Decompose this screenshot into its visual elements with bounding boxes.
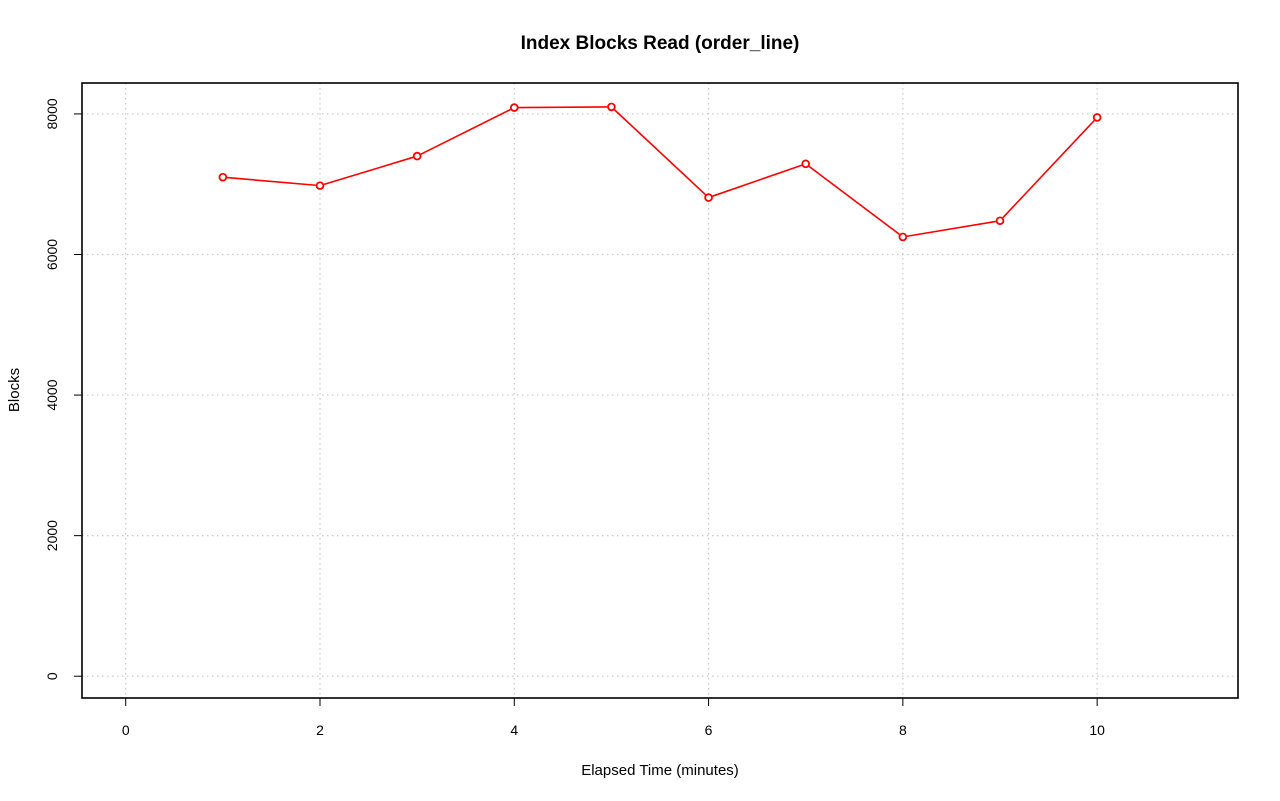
x-tick-label: 10 <box>1089 722 1105 738</box>
y-axis-label: Blocks <box>6 368 23 412</box>
data-point <box>995 216 1005 226</box>
chart-title: Index Blocks Read (order_line) <box>521 33 800 54</box>
data-point <box>218 172 228 182</box>
x-axis: 0 2 4 6 8 10 <box>122 698 1105 738</box>
y-tick-label: 0 <box>44 672 60 680</box>
series-line-segment <box>906 220 996 238</box>
series-line-segment <box>518 106 608 109</box>
y-tick-label: 6000 <box>44 239 60 270</box>
x-axis-label: Elapsed Time (minutes) <box>581 762 739 779</box>
data-point <box>509 103 519 112</box>
x-tick-label: 2 <box>316 722 324 738</box>
x-tick-label: 8 <box>899 722 907 738</box>
y-tick-label: 8000 <box>44 98 60 129</box>
series-line-segment <box>226 176 316 187</box>
data-point <box>315 181 325 190</box>
data-point <box>607 102 616 112</box>
data-point <box>801 159 811 169</box>
series-line-segment <box>712 164 803 197</box>
y-tick-label: 4000 <box>44 379 60 410</box>
x-tick-label: 4 <box>510 722 518 738</box>
series-line-segment <box>808 165 900 236</box>
data-point <box>1092 113 1102 122</box>
data-point <box>704 193 713 202</box>
x-tick-label: 0 <box>122 722 130 738</box>
series-line-segment <box>420 108 511 155</box>
y-axis: 0 2000 4000 6000 8000 <box>44 98 82 680</box>
grid <box>82 83 1238 698</box>
y-tick-label: 2000 <box>44 520 60 551</box>
data-point <box>412 151 422 161</box>
series-line-segment <box>323 156 414 186</box>
data-series <box>218 102 1102 242</box>
series-line-segment <box>613 109 707 196</box>
data-point <box>898 232 908 242</box>
x-tick-label: 6 <box>705 722 713 738</box>
series-line-segment <box>1002 119 1095 219</box>
plot-frame <box>81 82 1239 699</box>
